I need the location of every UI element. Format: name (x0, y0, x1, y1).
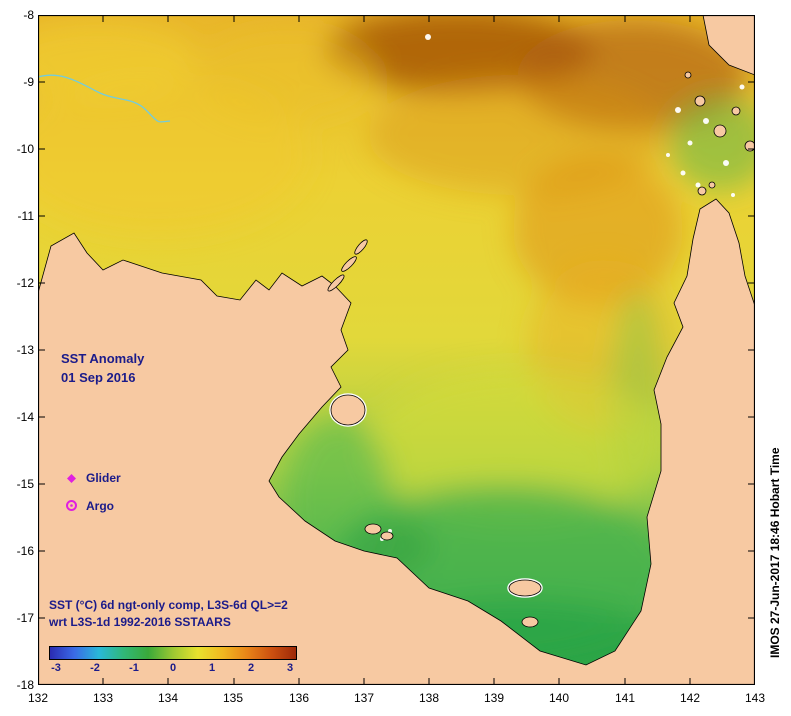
x-axis-label: 139 (483, 691, 505, 705)
x-axis-label: 141 (614, 691, 636, 705)
x-axis-label: 137 (353, 691, 375, 705)
y-axis-label: -16 (16, 544, 34, 558)
caption-line2: wrt L3S-1d 1992-2016 SSTAARS (49, 615, 231, 629)
colorbar (49, 646, 297, 660)
cloud-gaps (380, 34, 745, 541)
x-axis-label: 134 (157, 691, 179, 705)
png-coast (702, 15, 755, 76)
x-axis-label: 140 (548, 691, 570, 705)
y-axis-label: -9 (23, 75, 34, 89)
x-axis-label: 133 (92, 691, 114, 705)
y-axis-label: -18 (16, 678, 34, 692)
y-axis-label: -14 (16, 410, 34, 424)
timestamp-watermark: IMOS 27-Jun-2017 18:46 Hobart Time (768, 447, 782, 658)
plot-title: SST Anomaly 01 Sep 2016 (61, 349, 144, 387)
x-axis-label: 135 (222, 691, 244, 705)
argo-marker-icon (66, 500, 77, 511)
x-axis-label: 136 (288, 691, 310, 705)
axis-ticks (38, 15, 755, 685)
y-axis-label: -11 (17, 209, 34, 223)
x-axis-label: 138 (418, 691, 440, 705)
map-canvas (38, 15, 755, 685)
map-frame (38, 15, 755, 685)
colorbar-tick-label: 1 (208, 662, 216, 674)
colorbar-tick-label: 0 (169, 662, 177, 674)
mainland-australia (38, 198, 755, 685)
islands (327, 71, 755, 628)
x-axis-label: 142 (679, 691, 701, 705)
colorbar-tick-label: 2 (247, 662, 255, 674)
colorbar-tick-label: -3 (51, 662, 61, 674)
plot-title-line2: 01 Sep 2016 (61, 370, 136, 385)
y-axis-label: -13 (16, 343, 34, 357)
x-axis-label: 132 (27, 691, 49, 705)
y-axis-label: -8 (23, 8, 34, 22)
legend-glider-label: Glider (86, 471, 121, 485)
x-axis-label: 143 (744, 691, 766, 705)
colorbar-tick-label: -2 (90, 662, 100, 674)
y-axis-label: -17 (16, 611, 34, 625)
y-axis-label: -15 (16, 477, 34, 491)
plot-title-line1: SST Anomaly (61, 351, 145, 366)
legend-argo-label: Argo (86, 499, 114, 513)
colorbar-tick-label: -1 (129, 662, 139, 674)
caption-line1: SST (°C) 6d ngt-only comp, L3S-6d QL>=2 (49, 598, 288, 612)
y-axis-label: -10 (16, 142, 34, 156)
y-axis-label: -12 (16, 276, 34, 290)
land-masses (38, 15, 755, 685)
colorbar-tick-label: 3 (286, 662, 294, 674)
glider-marker-icon (67, 474, 76, 483)
